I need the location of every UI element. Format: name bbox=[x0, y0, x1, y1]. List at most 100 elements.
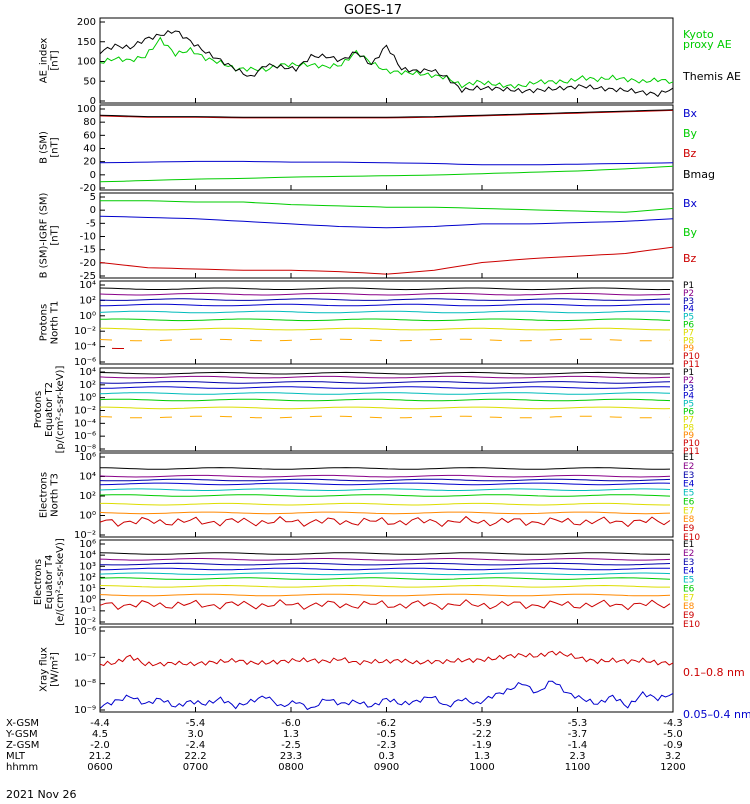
x-col-value: 1200 bbox=[660, 762, 685, 773]
x-col-value: 3.2 bbox=[665, 751, 681, 762]
y-tick-label: 10⁻⁶ bbox=[74, 626, 96, 637]
series-line bbox=[100, 468, 670, 470]
series-line bbox=[100, 161, 673, 164]
x-col-value: -6.2 bbox=[377, 718, 397, 729]
y-tick-label: 50 bbox=[83, 76, 96, 87]
y-tick-label: 40 bbox=[83, 144, 96, 155]
series-line bbox=[100, 495, 670, 497]
y-axis-label: Protons bbox=[33, 391, 44, 428]
x-row-label: X-GSM bbox=[6, 718, 39, 729]
y-axis-label: North T3 bbox=[50, 473, 61, 517]
x-col-value: 2.3 bbox=[570, 751, 586, 762]
y-tick-label: 10⁻⁸ bbox=[74, 679, 96, 690]
panel-frame bbox=[100, 627, 673, 712]
y-tick-label: 10² bbox=[79, 295, 96, 306]
x-row-label: Z-GSM bbox=[6, 740, 39, 751]
y-tick-label: 100 bbox=[77, 57, 96, 68]
series-line bbox=[100, 553, 670, 555]
y-tick-label: 10⁻⁴ bbox=[74, 418, 96, 429]
series-line bbox=[100, 166, 673, 182]
x-col-value: 22.2 bbox=[184, 751, 206, 762]
series-line bbox=[100, 216, 673, 228]
x-col-value: 1100 bbox=[565, 762, 590, 773]
x-col-value: -0.5 bbox=[377, 729, 397, 740]
x-col-value: -2.3 bbox=[377, 740, 397, 751]
series-line bbox=[100, 293, 670, 295]
series-line bbox=[100, 339, 670, 341]
legend-entry: 0.1–0.8 nm bbox=[683, 666, 745, 679]
panel-frame bbox=[100, 368, 673, 451]
y-tick-label: 10⁴ bbox=[79, 550, 96, 561]
x-col-value: -6.0 bbox=[281, 718, 301, 729]
legend-entry: E10 bbox=[683, 620, 700, 630]
series-line bbox=[100, 247, 673, 274]
y-tick-label: 10⁻⁷ bbox=[74, 652, 96, 663]
legend-entry: proxy AE bbox=[683, 38, 732, 51]
y-tick-label: -15 bbox=[80, 245, 96, 256]
y-axis-label: [nT] bbox=[50, 50, 61, 70]
panel-3: 50-5-10-15-20-25B (SM)-IGRF (SM)[nT]BxBy… bbox=[39, 192, 698, 282]
x-col-value: 4.5 bbox=[92, 729, 108, 740]
x-col-value: -5.4 bbox=[186, 718, 206, 729]
series-line bbox=[100, 407, 670, 409]
y-axis-label: [nT] bbox=[50, 225, 61, 245]
series-line bbox=[100, 376, 670, 378]
legend-entry: 0.05–0.4 nm bbox=[683, 708, 750, 721]
x-row-label: hhmm bbox=[6, 762, 38, 773]
legend-entry: By bbox=[683, 127, 698, 140]
x-col-value: -4.3 bbox=[663, 718, 683, 729]
y-tick-label: -5 bbox=[86, 218, 96, 229]
y-axis-label: B (SM)-IGRF (SM) bbox=[39, 193, 50, 279]
y-axis-label: [nT] bbox=[50, 137, 61, 157]
y-axis-label: Xray flux bbox=[39, 647, 50, 692]
series-line bbox=[100, 489, 670, 491]
x-col-value: -2.5 bbox=[281, 740, 301, 751]
series-line bbox=[100, 475, 670, 477]
series-line bbox=[100, 479, 670, 481]
y-tick-label: 10⁻² bbox=[74, 326, 96, 337]
y-axis-label: [W/m²] bbox=[50, 652, 61, 687]
x-col-value: 21.2 bbox=[89, 751, 111, 762]
panel-frame bbox=[100, 193, 673, 278]
series-line bbox=[100, 559, 670, 561]
y-tick-label: 10² bbox=[79, 491, 96, 502]
series-line bbox=[100, 372, 670, 374]
y-axis-label: Equator T2 bbox=[44, 382, 55, 437]
y-axis-label: [e/(cm²-s-sr-keV)] bbox=[55, 538, 66, 626]
x-col-value: -2.0 bbox=[90, 740, 110, 751]
y-tick-label: -10 bbox=[80, 232, 96, 243]
y-tick-label: 10² bbox=[79, 572, 96, 583]
x-axis-labels: X-GSMY-GSMZ-GSMMLThhmm-4.44.5-2.021.2060… bbox=[5, 718, 686, 773]
x-col-value: -2.4 bbox=[186, 740, 206, 751]
y-tick-label: 10⁰ bbox=[79, 393, 96, 404]
series-line bbox=[100, 201, 673, 213]
y-tick-label: 0 bbox=[90, 170, 96, 181]
y-tick-label: 10⁴ bbox=[79, 472, 96, 483]
y-tick-label: 150 bbox=[77, 37, 96, 48]
y-tick-label: 60 bbox=[83, 130, 96, 141]
y-tick-label: 10² bbox=[79, 380, 96, 391]
series-line bbox=[100, 586, 670, 588]
x-col-value: 23.3 bbox=[280, 751, 302, 762]
y-tick-label: 200 bbox=[77, 17, 96, 28]
x-col-value: 1000 bbox=[469, 762, 494, 773]
legend-entry: Bz bbox=[683, 147, 697, 160]
date-label: 2021 Nov 26 bbox=[6, 788, 76, 800]
y-tick-label: 10⁰ bbox=[79, 311, 96, 322]
series-line bbox=[100, 288, 670, 290]
legend-entry: Bz bbox=[683, 252, 697, 265]
y-tick-label: 20 bbox=[83, 157, 96, 168]
series-line bbox=[100, 319, 670, 321]
y-tick-label: 100 bbox=[77, 104, 96, 115]
series-line bbox=[100, 304, 670, 306]
y-tick-label: 10⁻¹ bbox=[74, 606, 96, 617]
series-line bbox=[100, 299, 670, 301]
y-tick-label: 10⁰ bbox=[79, 511, 96, 522]
y-tick-label: 80 bbox=[83, 117, 96, 128]
x-col-value: -1.4 bbox=[568, 740, 588, 751]
